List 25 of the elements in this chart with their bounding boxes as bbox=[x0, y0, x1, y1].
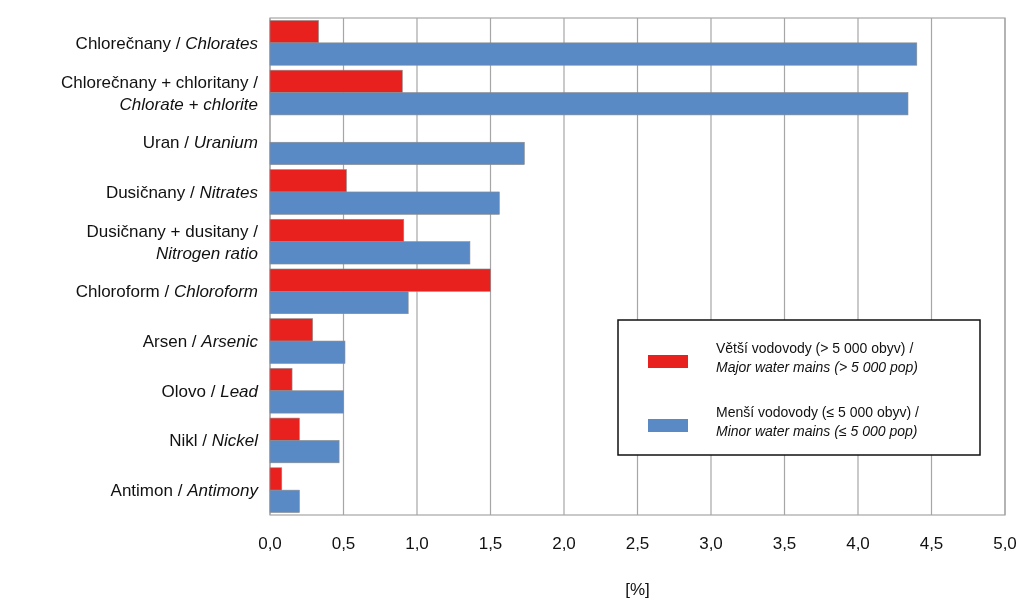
bar bbox=[269, 141, 525, 165]
y-tick-label: Chlorečnany + chloritany / Chlorate + chlorite bbox=[60, 72, 259, 114]
legend-label: Menší vodovody (≤ 5 000 obyv) / Minor water mains (≤ 5 000 pop) bbox=[716, 404, 920, 439]
y-tick-label: Dusičnany + dusitany / Nitrogen ratio bbox=[86, 221, 259, 263]
x-tick-label: 0,5 bbox=[331, 534, 356, 553]
y-tick-label: Chlorečnany / Chlorates bbox=[75, 33, 259, 53]
y-tick-label: Chloroform / Chloroform bbox=[75, 282, 258, 302]
x-tick-label: 3,0 bbox=[699, 534, 723, 553]
y-tick-label: Olovo / Lead bbox=[161, 381, 259, 401]
legend-label: Větší vodovody (> 5 000 obyv) / Major water mains (> 5 000 pop) bbox=[716, 340, 918, 375]
x-tick-label: 2,5 bbox=[625, 534, 650, 553]
x-tick-label: 1,0 bbox=[405, 534, 429, 553]
y-tick-label: Antimon / Antimony bbox=[110, 481, 260, 501]
x-tick-label: 4,5 bbox=[919, 534, 944, 553]
y-tick-label: Dusičnany / Nitrates bbox=[105, 182, 259, 202]
x-tick-label: 4,0 bbox=[846, 534, 870, 553]
x-tick-label: 1,5 bbox=[478, 534, 503, 553]
x-tick-label: 3,5 bbox=[772, 534, 797, 553]
x-tick-label: 0,0 bbox=[258, 534, 282, 553]
x-tick-label: 2,0 bbox=[552, 534, 576, 553]
y-tick-label: Arsen / Arsenic bbox=[142, 332, 259, 352]
x-tick-label: 5,0 bbox=[993, 534, 1017, 553]
y-tick-label: Nikl / Nickel bbox=[169, 431, 260, 451]
x-axis-title: [%] bbox=[625, 580, 650, 599]
y-tick-label: Uran / Uranium bbox=[142, 133, 258, 153]
